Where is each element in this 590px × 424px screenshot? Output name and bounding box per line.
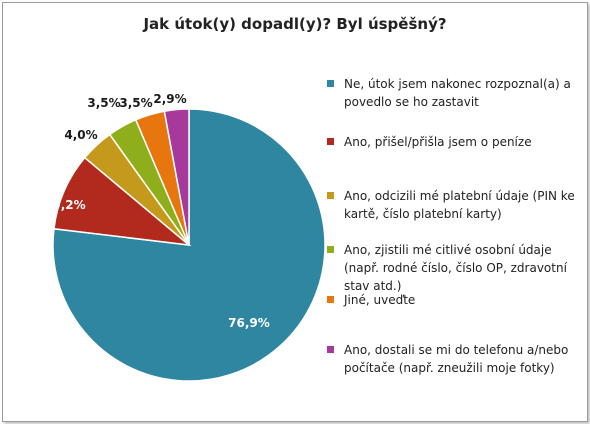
legend-swatch-1 — [327, 80, 334, 87]
legend-label-3: Ano, odcizili mé platební údaje (PIN ke k… — [344, 189, 575, 221]
legend-swatch-4 — [327, 246, 334, 253]
legend-swatch-3 — [327, 192, 334, 199]
slice-value-label-6: 2,9% — [153, 92, 186, 106]
chart-title: Jak útok(y) dopadl(y)? Byl úspěšný? — [143, 15, 447, 33]
legend-label-5: Jiné, uveďte — [344, 293, 416, 307]
pie-slice-6 — [163, 108, 190, 246]
legend-swatch-5 — [327, 296, 334, 303]
legend-label-4: Ano, zjistili mé citlivé osobní údaje (na… — [344, 243, 567, 293]
slice-value-label-2: 9,2% — [52, 198, 85, 212]
pie-slices — [52, 108, 326, 382]
slice-value-label-1: 76,9% — [228, 316, 270, 330]
legend-label-2: Ano, přišel/přišla jsem o peníze — [344, 135, 532, 149]
slice-value-label-4: 3,5% — [87, 96, 120, 110]
pie-chart: 76,9%9,2%4,0%3,5%3,5% 2,9% — [52, 92, 326, 382]
legend-label-6: Ano, dostali se mi do telefonu a/nebo poč… — [344, 343, 569, 375]
pie-slice-2 — [53, 156, 192, 247]
pie-value-labels: 76,9%9,2%4,0%3,5%3,5% 2,9% — [52, 92, 269, 330]
legend-swatch-2 — [327, 138, 334, 145]
slice-value-label-5: 3,5% — [119, 96, 152, 110]
legend-swatch-6 — [327, 346, 334, 353]
legend-label-1: Ne, útok jsem nakonec rozpoznal(a) a pove… — [344, 77, 571, 109]
slice-value-label-3: 4,0% — [64, 128, 97, 142]
